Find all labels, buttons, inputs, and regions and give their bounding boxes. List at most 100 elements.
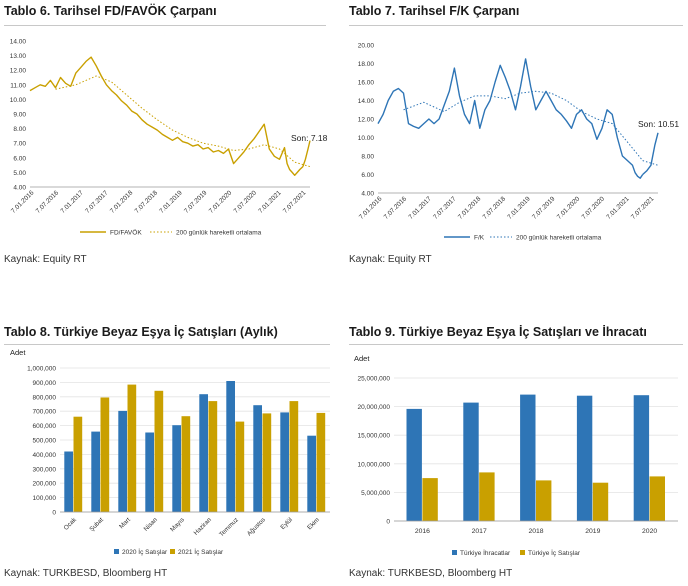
x-tick-label: 7.01.2016 <box>358 195 384 221</box>
bar-b-Temmuz <box>235 421 245 512</box>
x-tick-label: 7.07.2017 <box>84 189 110 215</box>
source-note: Kaynak: TURKBESD, Bloomberg HT <box>4 568 168 579</box>
x-tick-label: 7.01.2018 <box>109 189 135 215</box>
bar-b-2020 <box>649 476 665 521</box>
bar-b-2018 <box>536 480 552 521</box>
series-line-0 <box>377 58 644 179</box>
x-tick-label: 7.01.2017 <box>407 195 433 221</box>
title-rule <box>349 25 683 26</box>
x-tick-label: 2016 <box>415 528 430 535</box>
legend-label: F/K <box>474 235 485 242</box>
legend-swatch <box>520 550 525 555</box>
x-tick-label: 7.01.2019 <box>506 195 532 221</box>
legend-label: FD/FAVÖK <box>110 229 142 237</box>
y-tick-label: 4.00 <box>13 185 26 192</box>
y-tick-label: 14.00 <box>10 39 27 46</box>
x-tick-label: 2017 <box>472 528 487 535</box>
y-axis-title: Adet <box>354 354 370 363</box>
y-tick-label: 600,000 <box>33 423 57 430</box>
x-tick-label: Nisan <box>143 516 160 533</box>
legend-swatch <box>452 550 457 555</box>
x-tick-label: 7.01.2016 <box>10 189 36 215</box>
x-tick-label: 7.07.2019 <box>183 189 209 215</box>
title-rule <box>349 344 683 345</box>
x-tick-label: 7.01.2020 <box>556 195 582 221</box>
x-tick-label: 7.07.2020 <box>233 189 259 215</box>
bar-a-2020 <box>633 395 650 521</box>
bar-b-Ocak <box>73 416 83 512</box>
x-tick-label: 7.07.2016 <box>35 189 61 215</box>
panel-title-sales-exports: Tablo 9. Türkiye Beyaz Eşya İç Satışları… <box>349 325 647 339</box>
x-tick-label: 7.07.2016 <box>383 195 409 221</box>
series-tail-line <box>302 140 311 167</box>
bar-b-Ekim <box>316 412 326 512</box>
legend-label: 2021 İç Satışlar <box>178 547 224 556</box>
source-note: Kaynak: Equity RT <box>4 254 87 265</box>
bar-b-2017 <box>479 472 495 521</box>
x-tick-label: 7.01.2019 <box>158 189 184 215</box>
x-tick-label: 2018 <box>528 528 543 535</box>
legend-swatch <box>170 549 175 554</box>
y-tick-label: 12.00 <box>358 117 375 124</box>
chart-fd-favok: 4.00 5.00 6.00 7.00 8.00 9.00 10.00 11.00 12.00 1… <box>10 39 328 237</box>
y-tick-label: 16.00 <box>358 80 375 87</box>
legend-label: 2020 İç Satışlar <box>122 547 168 556</box>
title-rule <box>4 25 326 26</box>
bar-b-2019 <box>592 482 609 521</box>
x-tick-label: 7.07.2019 <box>531 195 557 221</box>
bar-b-Eylül <box>289 401 299 512</box>
bar-b-2016 <box>422 478 438 521</box>
x-tick-label: Şubat <box>88 516 105 533</box>
y-tick-label: 10.00 <box>358 135 375 142</box>
bar-a-2018 <box>520 394 536 521</box>
y-tick-label: 20,000,000 <box>357 404 390 411</box>
bar-b-Nisan <box>154 390 164 512</box>
panel-title-monthly-sales: Tablo 8. Türkiye Beyaz Eşya İç Satışları… <box>4 325 278 339</box>
bar-a-Mart <box>118 410 127 512</box>
bar-a-Mayıs <box>172 425 181 512</box>
y-tick-label: 0 <box>386 519 390 526</box>
y-tick-label: 8.00 <box>361 154 374 161</box>
last-value-annotation: Son: 7.18 <box>291 133 328 143</box>
x-tick-label: Mart <box>118 516 132 530</box>
x-tick-label: 7.01.2020 <box>208 189 234 215</box>
x-tick-label: Temmuz <box>218 516 240 538</box>
x-tick-label: Eylül <box>279 516 294 531</box>
y-tick-label: 18.00 <box>358 61 375 68</box>
title-rule <box>4 344 330 345</box>
y-tick-label: 4.00 <box>361 191 374 198</box>
bar-a-Ocak <box>64 451 73 512</box>
x-tick-label: 7.01.2021 <box>257 189 283 215</box>
panel-title-fk: Tablo 7. Tarihsel F/K Çarpanı <box>349 4 520 18</box>
source-note: Kaynak: Equity RT <box>349 254 432 265</box>
y-tick-label: 0 <box>52 510 56 517</box>
legend-label: Türkiye İhracatlar <box>460 548 511 557</box>
series-line-0 <box>29 56 304 177</box>
chart-monthly-sales: Adet 0 100,000 200,000 300,000 400,000 500,000… <box>10 348 330 556</box>
y-tick-label: 900,000 <box>33 380 57 387</box>
bar-a-Eylül <box>280 412 289 512</box>
x-tick-label: Ocak <box>63 516 79 532</box>
x-tick-label: 7.01.2021 <box>605 195 631 221</box>
bar-a-Haziran <box>199 394 208 512</box>
x-tick-label: Haziran <box>193 516 214 537</box>
x-tick-label: Ekim <box>306 516 321 531</box>
legend-label: Türkiye İç Satışlar <box>528 548 581 557</box>
x-tick-label: 7.07.2021 <box>630 195 656 221</box>
y-tick-label: 5,000,000 <box>361 490 390 497</box>
y-tick-label: 25,000,000 <box>357 376 390 383</box>
y-tick-label: 6.00 <box>361 172 374 179</box>
y-tick-label: 15,000,000 <box>357 433 390 440</box>
y-tick-label: 10.00 <box>10 97 27 104</box>
bar-a-Şubat <box>91 431 100 512</box>
y-tick-label: 6.00 <box>13 155 26 162</box>
bar-b-Haziran <box>208 401 218 512</box>
y-tick-label: 14.00 <box>358 98 375 105</box>
y-axis-title: Adet <box>10 348 26 357</box>
legend-swatch <box>114 549 119 554</box>
bar-a-Nisan <box>145 432 154 512</box>
x-tick-label: 7.07.2017 <box>432 195 458 221</box>
series-tail-line <box>642 132 659 176</box>
x-tick-label: 7.01.2018 <box>457 195 483 221</box>
x-tick-label: 7.01.2017 <box>59 189 85 215</box>
